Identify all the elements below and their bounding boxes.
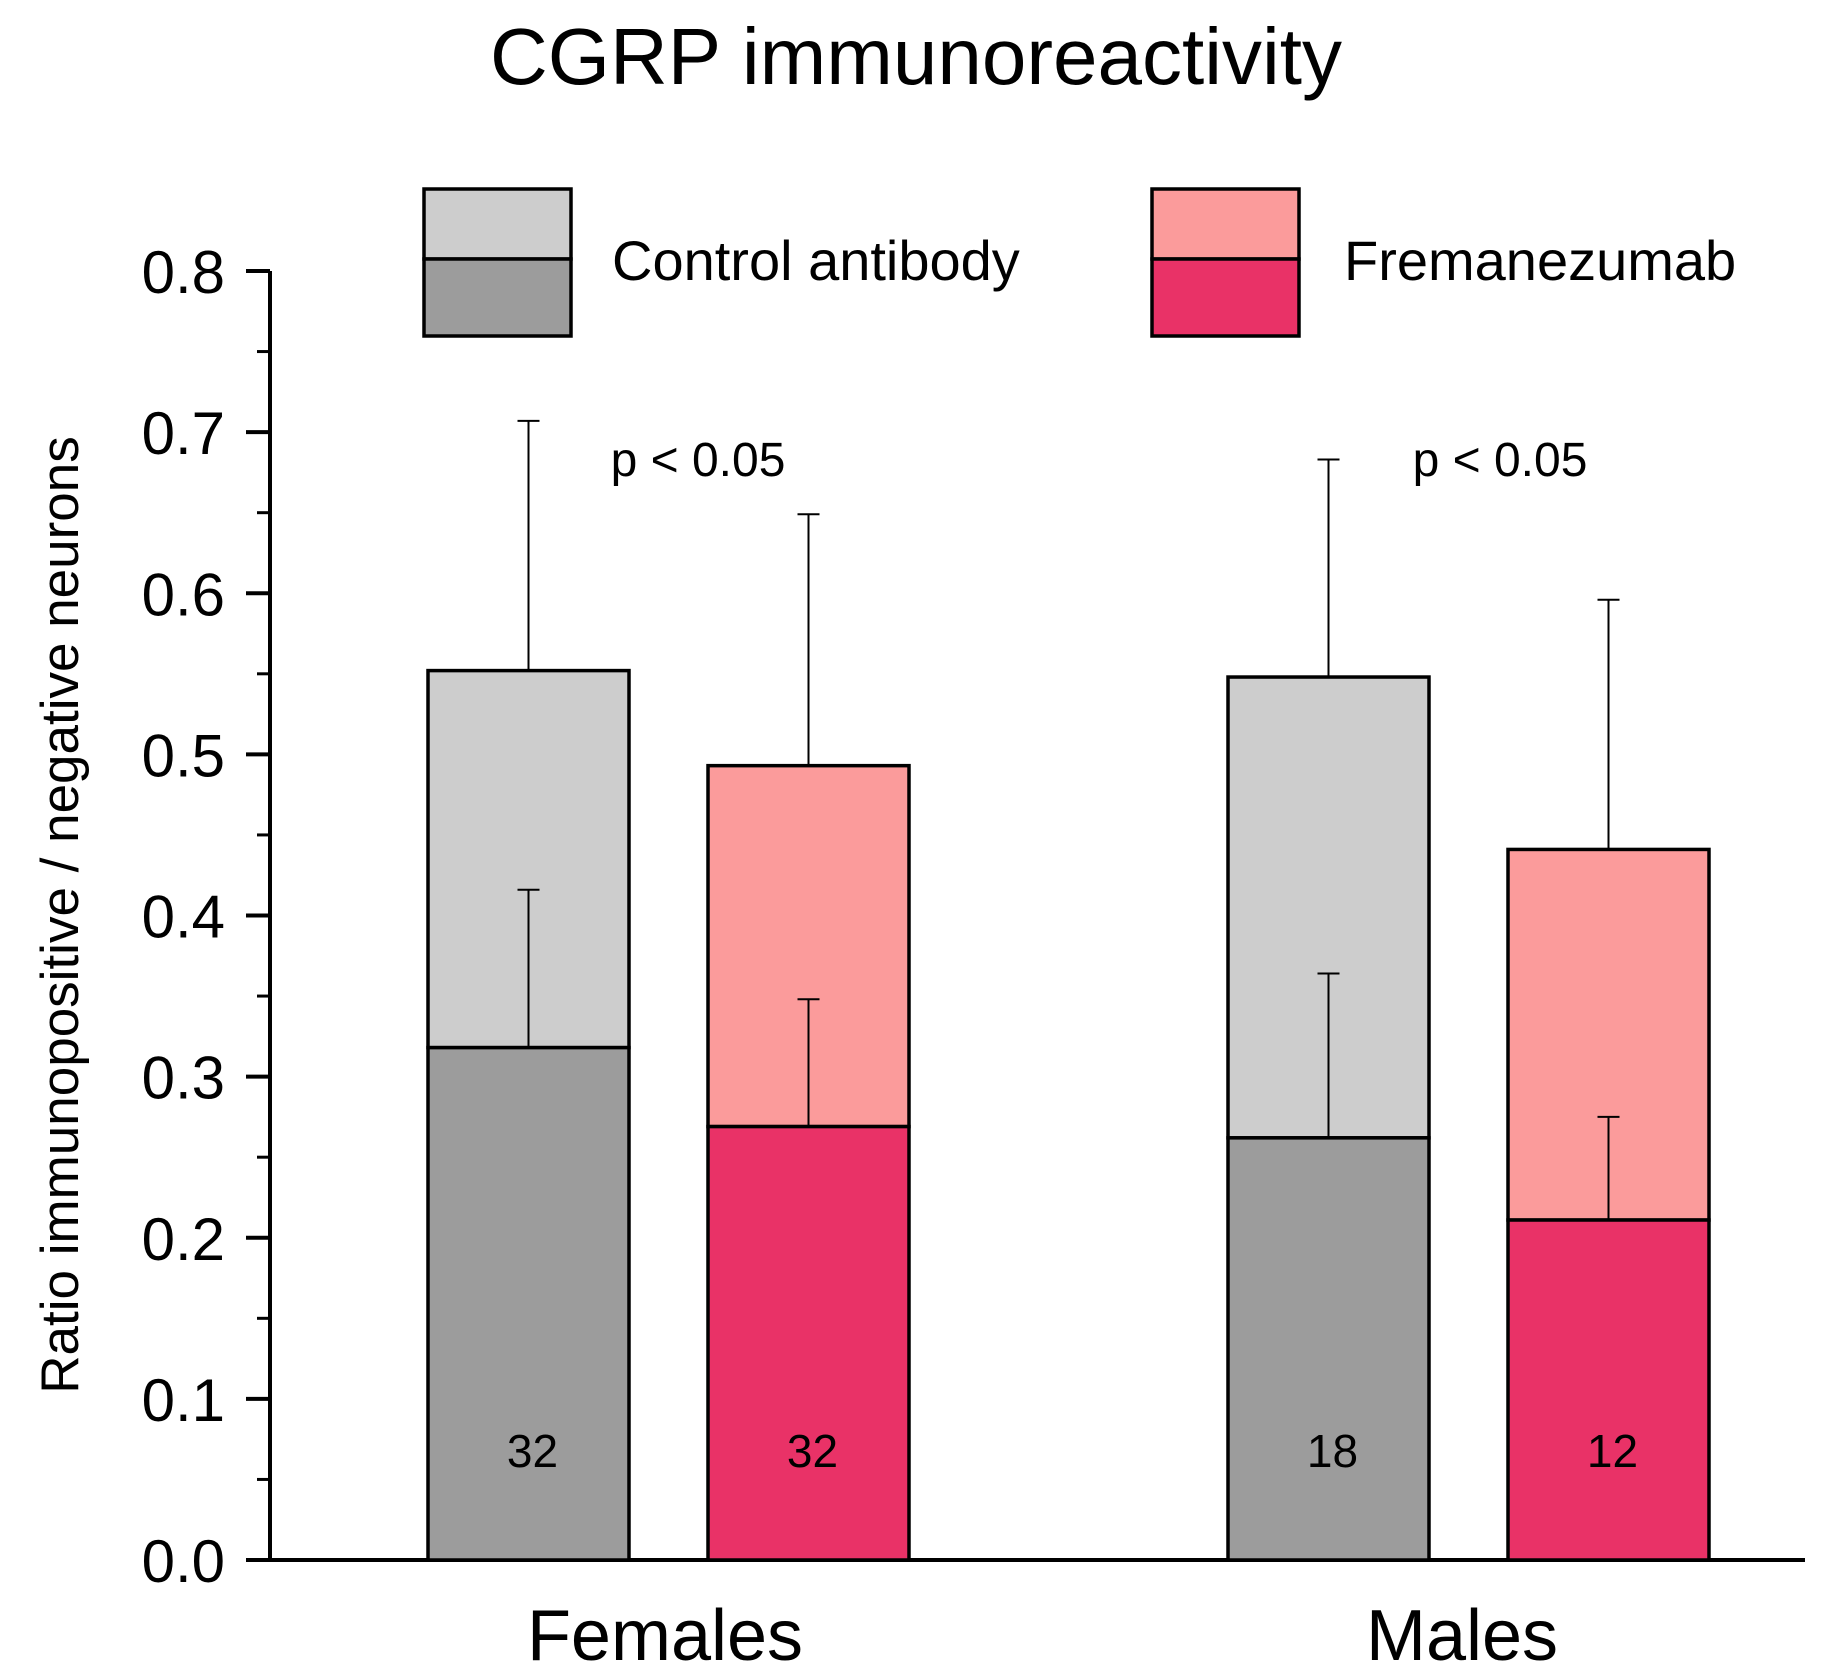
y-tick-label: 0.1 (142, 1367, 225, 1434)
bar-n-label: 12 (1587, 1425, 1638, 1477)
y-axis-label: Ratio immunopositive / negative neurons (31, 436, 90, 1393)
y-tick-label: 0.3 (142, 1045, 225, 1112)
legend-swatch-light (422, 187, 573, 261)
y-tick-label: 0.4 (142, 884, 225, 951)
bar-lower-females-fremanezumab (706, 1124, 911, 1562)
legend-swatch-dark (1150, 257, 1301, 338)
y-tick-label: 0.0 (142, 1528, 225, 1595)
legend-label: Control antibody (612, 229, 1020, 292)
legend-swatch-light (1150, 187, 1301, 261)
x-tick-label-females: Females (527, 1596, 803, 1675)
y-tick-label: 0.2 (142, 1206, 225, 1273)
legend-label: Fremanezumab (1344, 229, 1736, 292)
p-value-annotation: p < 0.05 (611, 434, 786, 487)
bar-n-label: 32 (787, 1425, 838, 1477)
chart-title: CGRP immunoreactivity (490, 12, 1342, 101)
y-tick-label: 0.6 (142, 561, 225, 628)
bar-n-label: 18 (1307, 1425, 1358, 1477)
p-value-annotation: p < 0.05 (1413, 434, 1588, 487)
x-tick-label-males: Males (1366, 1596, 1558, 1675)
y-tick-label: 0.5 (142, 722, 225, 789)
bar-lower-males-control (1226, 1136, 1431, 1562)
bar-lower-females-control (426, 1045, 631, 1562)
legend-swatch-dark (422, 257, 573, 338)
y-tick-label: 0.8 (142, 239, 225, 306)
bar-lower-males-fremanezumab (1506, 1218, 1711, 1562)
bar-n-label: 32 (507, 1425, 558, 1477)
y-tick-label: 0.7 (142, 400, 225, 467)
